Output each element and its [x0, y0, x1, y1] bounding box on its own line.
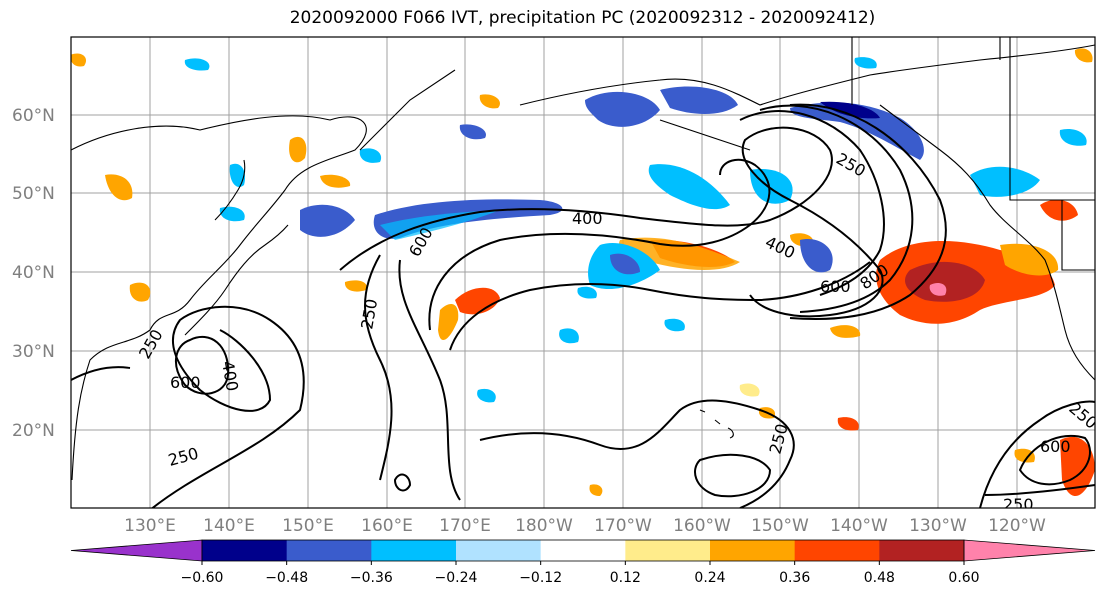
colorbar-tick-label: −0.24 [435, 570, 478, 586]
lon-label: 150°W [751, 516, 809, 536]
lon-label: 170°W [594, 516, 652, 536]
colorbar-tick-label: −0.12 [519, 570, 562, 586]
lon-label: 160°W [673, 516, 731, 536]
precip-positive-shading [71, 48, 1095, 497]
colorbar-extend-low [70, 539, 203, 562]
colorbar-bin [286, 540, 372, 561]
ivt-contours [71, 103, 1095, 508]
lon-label: 180°W [515, 516, 573, 536]
colorbar-frame [201, 539, 965, 562]
colorbar-tick-label: 0.12 [610, 570, 641, 586]
lon-label: 130°E [124, 516, 176, 536]
colorbar-bin [879, 540, 965, 561]
colorbar-ticks: −0.60 −0.48 −0.36 −0.24 −0.12 0.12 0.24 0.36 0.4… [181, 561, 980, 586]
colorbar-tick-label: −0.48 [265, 570, 308, 586]
colorbar-tick-label: 0.36 [779, 570, 810, 586]
contour-label: 250 [1003, 495, 1034, 514]
lon-label: 160°E [361, 516, 413, 536]
plot-frame [70, 36, 1096, 509]
lon-label: 120°W [988, 516, 1046, 536]
colorbar [70, 539, 1096, 562]
contour-label: 600 [170, 373, 201, 392]
colorbar-tick-label: 0.60 [948, 570, 979, 586]
colorbar-bin [540, 540, 626, 561]
lon-label: 140°W [830, 516, 888, 536]
colorbar-extend-high [963, 539, 1096, 562]
colorbar-tick-label: −0.60 [181, 570, 224, 586]
colorbar-bin [371, 540, 457, 561]
colorbar-bin [202, 540, 288, 561]
coastlines [71, 37, 1095, 481]
colorbar-tick-label: 0.48 [864, 570, 895, 586]
colorbar-tick-label: −0.36 [350, 570, 393, 586]
contour-label: 600 [1040, 437, 1071, 456]
longitude-labels: 130°E 140°E 150°E 160°E 170°E 180°W 170°… [124, 516, 1046, 536]
lat-label: 30°N [12, 342, 55, 362]
lat-label: 60°N [12, 106, 55, 126]
colorbar-tick-label: 0.24 [694, 570, 725, 586]
lon-label: 130°W [909, 516, 967, 536]
lat-label: 50°N [12, 184, 55, 204]
contour-label: 600 [820, 277, 851, 296]
colorbar-bin [625, 540, 711, 561]
lon-label: 170°E [439, 516, 491, 536]
lon-label: 150°E [282, 516, 334, 536]
colorbar-bin [456, 540, 542, 561]
graticule [71, 37, 1095, 508]
lat-label: 20°N [12, 421, 55, 441]
lat-label: 40°N [12, 263, 55, 283]
colorbar-bin [710, 540, 796, 561]
map-title: 2020092000 F066 IVT, precipitation PC (2… [289, 8, 876, 28]
lon-label: 140°E [203, 516, 255, 536]
contour-label: 400 [572, 209, 603, 228]
colorbar-bin [794, 540, 880, 561]
latitude-labels: 60°N 50°N 40°N 30°N 20°N [12, 106, 55, 441]
